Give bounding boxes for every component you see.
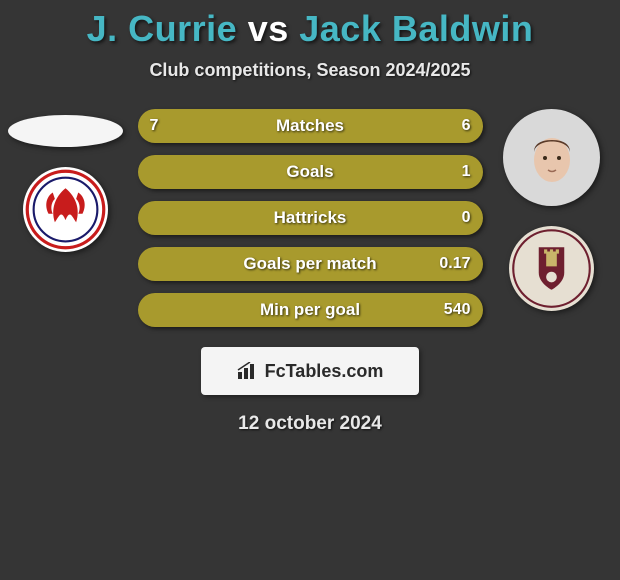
stat-value-left: 7 <box>150 117 159 135</box>
stat-bar: Matches 7 6 <box>138 109 483 143</box>
watermark: FcTables.com <box>201 347 419 395</box>
stat-value-right: 6 <box>462 117 471 135</box>
stat-bar: Goals per match 0.17 <box>138 247 483 281</box>
stat-label: Matches <box>276 116 344 136</box>
stat-value-right: 0.17 <box>439 255 470 273</box>
stat-label: Goals per match <box>243 254 376 274</box>
vs-separator: vs <box>248 8 289 49</box>
crest-right-icon <box>509 226 594 311</box>
crest-left-icon <box>23 167 108 252</box>
date-label: 12 october 2024 <box>0 413 620 435</box>
player2-face-icon <box>522 128 582 188</box>
watermark-text: FcTables.com <box>265 361 384 382</box>
stat-label: Goals <box>286 162 333 182</box>
player2-name: Jack Baldwin <box>299 8 533 49</box>
stat-value-right: 1 <box>462 163 471 181</box>
stat-label: Hattricks <box>274 208 347 228</box>
stat-bars: Matches 7 6 Goals 1 Hattricks 0 Goals per match… <box>138 109 483 327</box>
stat-bar: Hattricks 0 <box>138 201 483 235</box>
player2-avatar <box>503 109 600 206</box>
stat-value-right: 540 <box>444 301 471 319</box>
comparison-title: J. Currie vs Jack Baldwin <box>0 0 620 50</box>
northampton-crest <box>509 226 594 311</box>
stat-bar: Goals 1 <box>138 155 483 189</box>
leyton-orient-crest <box>23 167 108 252</box>
stat-value-right: 0 <box>462 209 471 227</box>
stat-bar: Min per goal 540 <box>138 293 483 327</box>
subtitle: Club competitions, Season 2024/2025 <box>0 60 620 81</box>
player1-avatar <box>8 115 123 147</box>
stat-label: Min per goal <box>260 300 360 320</box>
content-area: Matches 7 6 Goals 1 Hattricks 0 Goals per match… <box>0 109 620 435</box>
right-player-column <box>503 109 600 311</box>
left-player-column <box>8 109 123 252</box>
bar-chart-icon <box>237 362 259 380</box>
player1-name: J. Currie <box>87 8 238 49</box>
